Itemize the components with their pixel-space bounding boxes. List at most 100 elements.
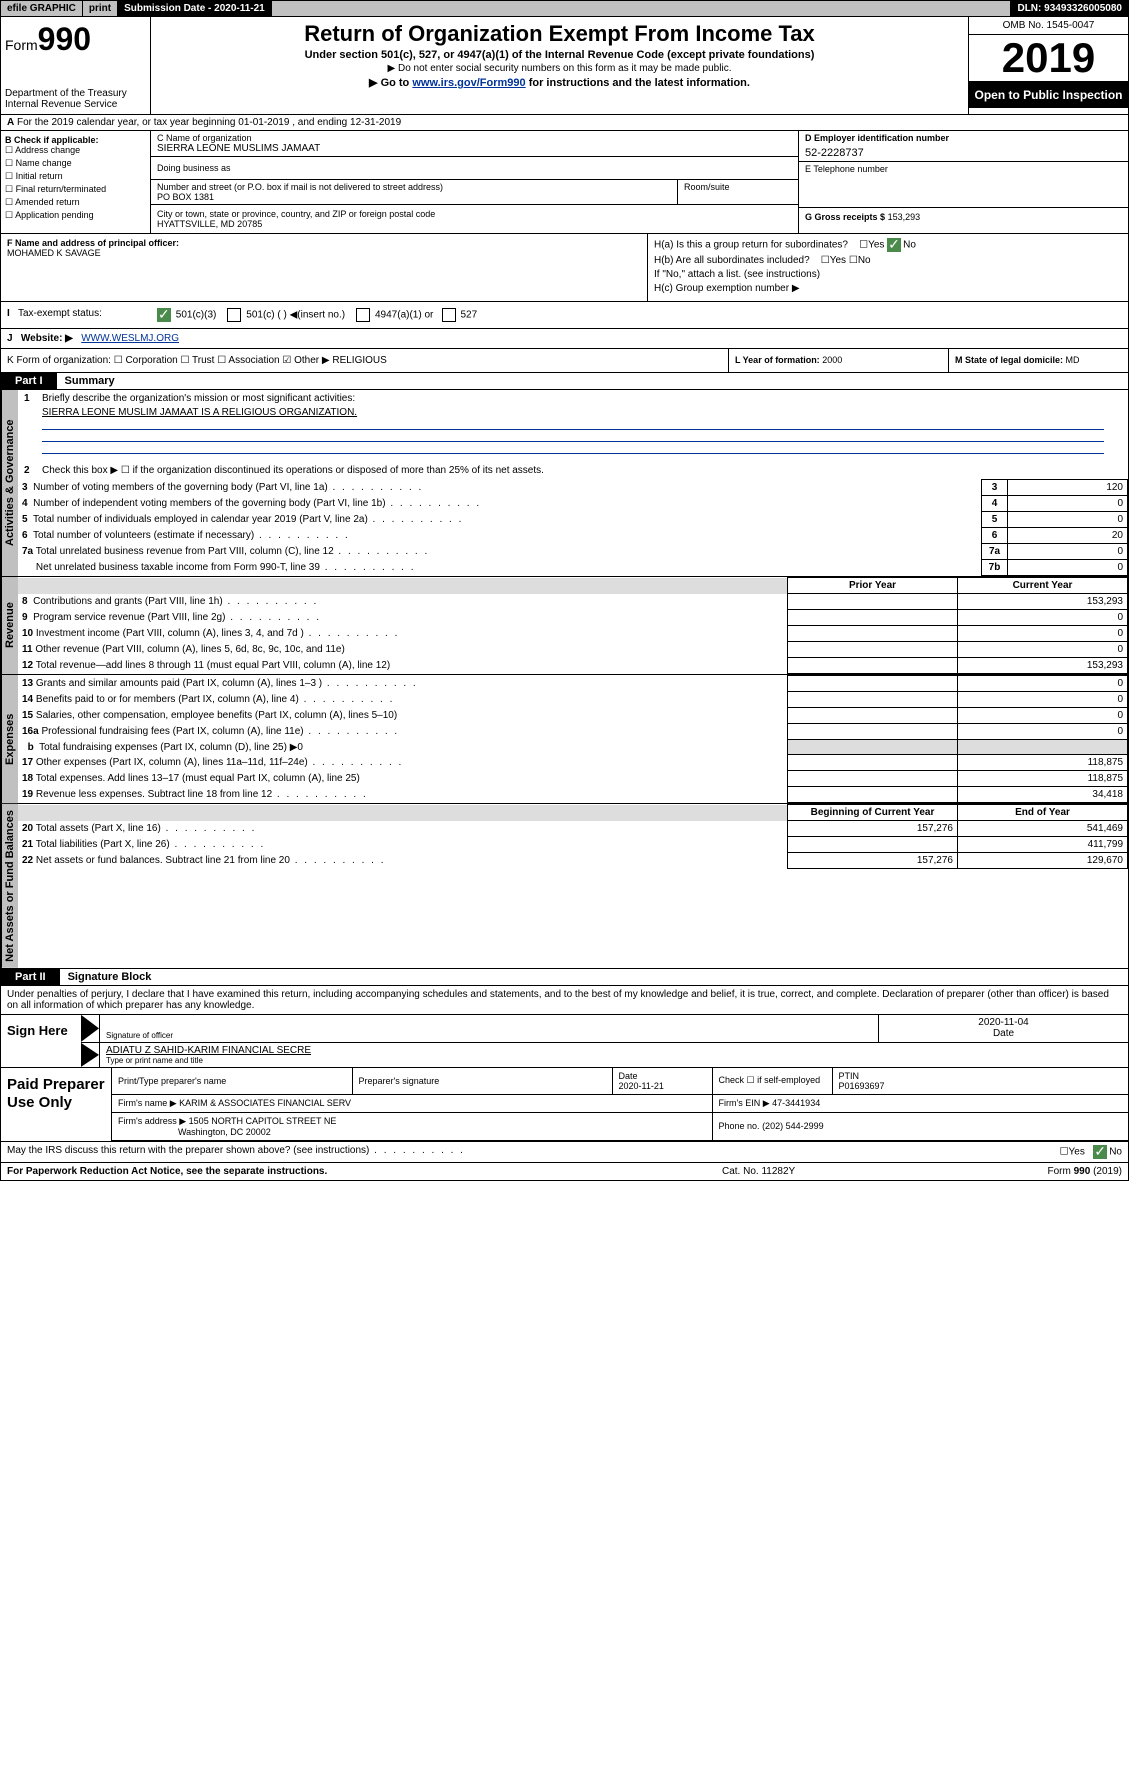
- website-link[interactable]: WWW.WESLMJ.ORG: [81, 333, 179, 344]
- top-bar: efile GRAPHIC print Submission Date - 20…: [0, 0, 1129, 17]
- sig-date: 2020-11-04: [885, 1017, 1122, 1028]
- chk-final-return[interactable]: ☐ Final return/terminated: [5, 184, 146, 195]
- gross-receipts-cell: G Gross receipts $ 153,293: [799, 208, 1128, 226]
- room-cell: Room/suite: [678, 180, 798, 204]
- line-1: 1Briefly describe the organization's mis…: [18, 390, 1128, 407]
- table-row: Firm's name ▶ KARIM & ASSOCIATES FINANCI…: [112, 1094, 1128, 1112]
- table-row: Net unrelated business taxable income fr…: [18, 560, 1128, 576]
- footer-last: For Paperwork Reduction Act Notice, see …: [0, 1163, 1129, 1181]
- sig-officer-label: Signature of officer: [106, 1031, 872, 1040]
- expenses-table: 13 Grants and similar amounts paid (Part…: [18, 675, 1128, 803]
- self-employed-check: Check ☐ if self-employed: [712, 1068, 832, 1095]
- chk-4947: [356, 308, 370, 322]
- form-ref: Form 990 (2019): [922, 1166, 1122, 1177]
- tax-exempt-options: 501(c)(3) 501(c) ( ) ◀(insert no.) 4947(…: [151, 302, 1128, 328]
- governance-table: 3 Number of voting members of the govern…: [18, 479, 1128, 576]
- tax-year: 2019: [969, 35, 1128, 82]
- table-row: 21 Total liabilities (Part X, line 26)41…: [18, 837, 1128, 853]
- form-header: Form990 Department of the Treasury Inter…: [0, 17, 1129, 115]
- summary-expenses: Expenses 13 Grants and similar amounts p…: [0, 675, 1129, 804]
- table-row: 12 Total revenue—add lines 8 through 11 …: [18, 658, 1128, 674]
- telephone-label: E Telephone number: [805, 164, 1122, 174]
- part1-header: Part I Summary: [0, 373, 1129, 390]
- officer-name-cell: ADIATU Z SAHID-KARIM FINANCIAL SECRE Typ…: [99, 1043, 1128, 1067]
- print-button[interactable]: print: [83, 1, 118, 16]
- section-de: D Employer identification number 52-2228…: [798, 131, 1128, 233]
- chk-527: [442, 308, 456, 322]
- tax-exempt-label: Tax-exempt status:: [18, 308, 102, 319]
- chk-501c: [227, 308, 241, 322]
- telephone-cell: E Telephone number: [799, 162, 1128, 208]
- form-subtitle: Under section 501(c), 527, or 4947(a)(1)…: [159, 49, 960, 61]
- table-row: 10 Investment income (Part VIII, column …: [18, 626, 1128, 642]
- section-h: H(a) Is this a group return for subordin…: [648, 234, 1128, 301]
- prep-date-cell: Date2020-11-21: [612, 1068, 712, 1095]
- open-inspection: Open to Public Inspection: [969, 82, 1128, 108]
- discuss-question: May the IRS discuss this return with the…: [7, 1145, 465, 1156]
- officer-name-value: ADIATU Z SAHID-KARIM FINANCIAL SECRE: [106, 1045, 1122, 1056]
- org-name-label: C Name of organization: [157, 133, 792, 143]
- table-row: 3 Number of voting members of the govern…: [18, 480, 1128, 496]
- table-row: 9 Program service revenue (Part VIII, li…: [18, 610, 1128, 626]
- officer-block: F Name and address of principal officer:…: [0, 234, 1129, 302]
- table-row: 18 Total expenses. Add lines 13–17 (must…: [18, 771, 1128, 787]
- firm-addr-cell: Firm's address ▶ 1505 NORTH CAPITOL STRE…: [112, 1112, 712, 1140]
- header-left: Form990 Department of the Treasury Inter…: [1, 17, 151, 114]
- table-row: 4 Number of independent voting members o…: [18, 496, 1128, 512]
- summary-netassets: Net Assets or Fund Balances Beginning of…: [0, 804, 1129, 969]
- chk-address-change[interactable]: ☐ Address change: [5, 145, 146, 156]
- chk-amended[interactable]: ☐ Amended return: [5, 197, 146, 208]
- tax-year-text: For the 2019 calendar year, or tax year …: [17, 117, 401, 128]
- paid-preparer-block: Paid Preparer Use Only Print/Type prepar…: [0, 1068, 1129, 1142]
- no-check: [1093, 1145, 1107, 1159]
- chk-application-pending[interactable]: ☐ Application pending: [5, 210, 146, 221]
- omb-number: OMB No. 1545-0047: [969, 17, 1128, 35]
- submission-date: Submission Date - 2020-11-21: [118, 1, 272, 16]
- year-formation: L Year of formation: 2000: [728, 349, 948, 372]
- state-domicile: M State of legal domicile: MD: [948, 349, 1128, 372]
- form-990-number: 990: [38, 21, 91, 57]
- table-row: 22 Net assets or fund balances. Subtract…: [18, 853, 1128, 869]
- city-value: HYATTSVILLE, MD 20785: [157, 219, 792, 229]
- link-suffix: for instructions and the latest informat…: [526, 77, 750, 89]
- dba-cell: Doing business as: [151, 157, 798, 180]
- table-row: Firm's address ▶ 1505 NORTH CAPITOL STRE…: [112, 1112, 1128, 1140]
- netassets-table: Beginning of Current YearEnd of Year 20 …: [18, 804, 1128, 869]
- topbar-spacer: [272, 1, 1012, 16]
- header-middle: Return of Organization Exempt From Incom…: [151, 17, 968, 114]
- ein-cell: D Employer identification number 52-2228…: [799, 131, 1128, 162]
- sign-here-label: Sign Here: [1, 1015, 81, 1067]
- gross-receipts-value: 153,293: [888, 212, 921, 222]
- table-row: 13 Grants and similar amounts paid (Part…: [18, 676, 1128, 692]
- underline: [42, 418, 1104, 430]
- form-number: Form990: [5, 21, 146, 58]
- table-row: 11 Other revenue (Part VIII, column (A),…: [18, 642, 1128, 658]
- footer-question: May the IRS discuss this return with the…: [0, 1142, 1129, 1163]
- chk-initial-return[interactable]: ☐ Initial return: [5, 171, 146, 182]
- table-row: 20 Total assets (Part X, line 16)157,276…: [18, 821, 1128, 837]
- row-a-tax-year: A For the 2019 calendar year, or tax yea…: [0, 115, 1129, 131]
- type-name-label: Type or print name and title: [106, 1056, 1122, 1065]
- form-of-org: K Form of organization: ☐ Corporation ☐ …: [1, 349, 728, 372]
- part2-header: Part II Signature Block: [0, 969, 1129, 986]
- signature-cell: Signature of officer: [99, 1015, 878, 1042]
- sig-date-label: Date: [885, 1028, 1122, 1039]
- table-row: Beginning of Current YearEnd of Year: [18, 805, 1128, 821]
- section-b: B Check if applicable: ☐ Address change …: [1, 131, 151, 233]
- chk-name-change[interactable]: ☐ Name change: [5, 158, 146, 169]
- revenue-table: Prior YearCurrent Year 8 Contributions a…: [18, 577, 1128, 674]
- part2-title: Signature Block: [60, 969, 160, 985]
- table-row: 6 Total number of volunteers (estimate i…: [18, 528, 1128, 544]
- table-row: b Total fundraising expenses (Part IX, c…: [18, 740, 1128, 755]
- line-2: 2Check this box ▶ ☐ if the organization …: [18, 462, 1128, 479]
- irs-link[interactable]: www.irs.gov/Form990: [412, 77, 525, 89]
- dln-label: DLN: 93493326005080: [1011, 1, 1128, 16]
- irs-label: Internal Revenue Service: [5, 99, 146, 110]
- section-f: F Name and address of principal officer:…: [1, 234, 648, 301]
- officer-name: MOHAMED K SAVAGE: [7, 248, 641, 258]
- section-b-label: B Check if applicable:: [5, 135, 146, 145]
- link-prefix: ▶ Go to: [369, 77, 412, 89]
- table-row: Prior YearCurrent Year: [18, 578, 1128, 594]
- address-cell: Number and street (or P.O. box if mail i…: [151, 180, 678, 204]
- table-row: Print/Type preparer's name Preparer's si…: [112, 1068, 1128, 1095]
